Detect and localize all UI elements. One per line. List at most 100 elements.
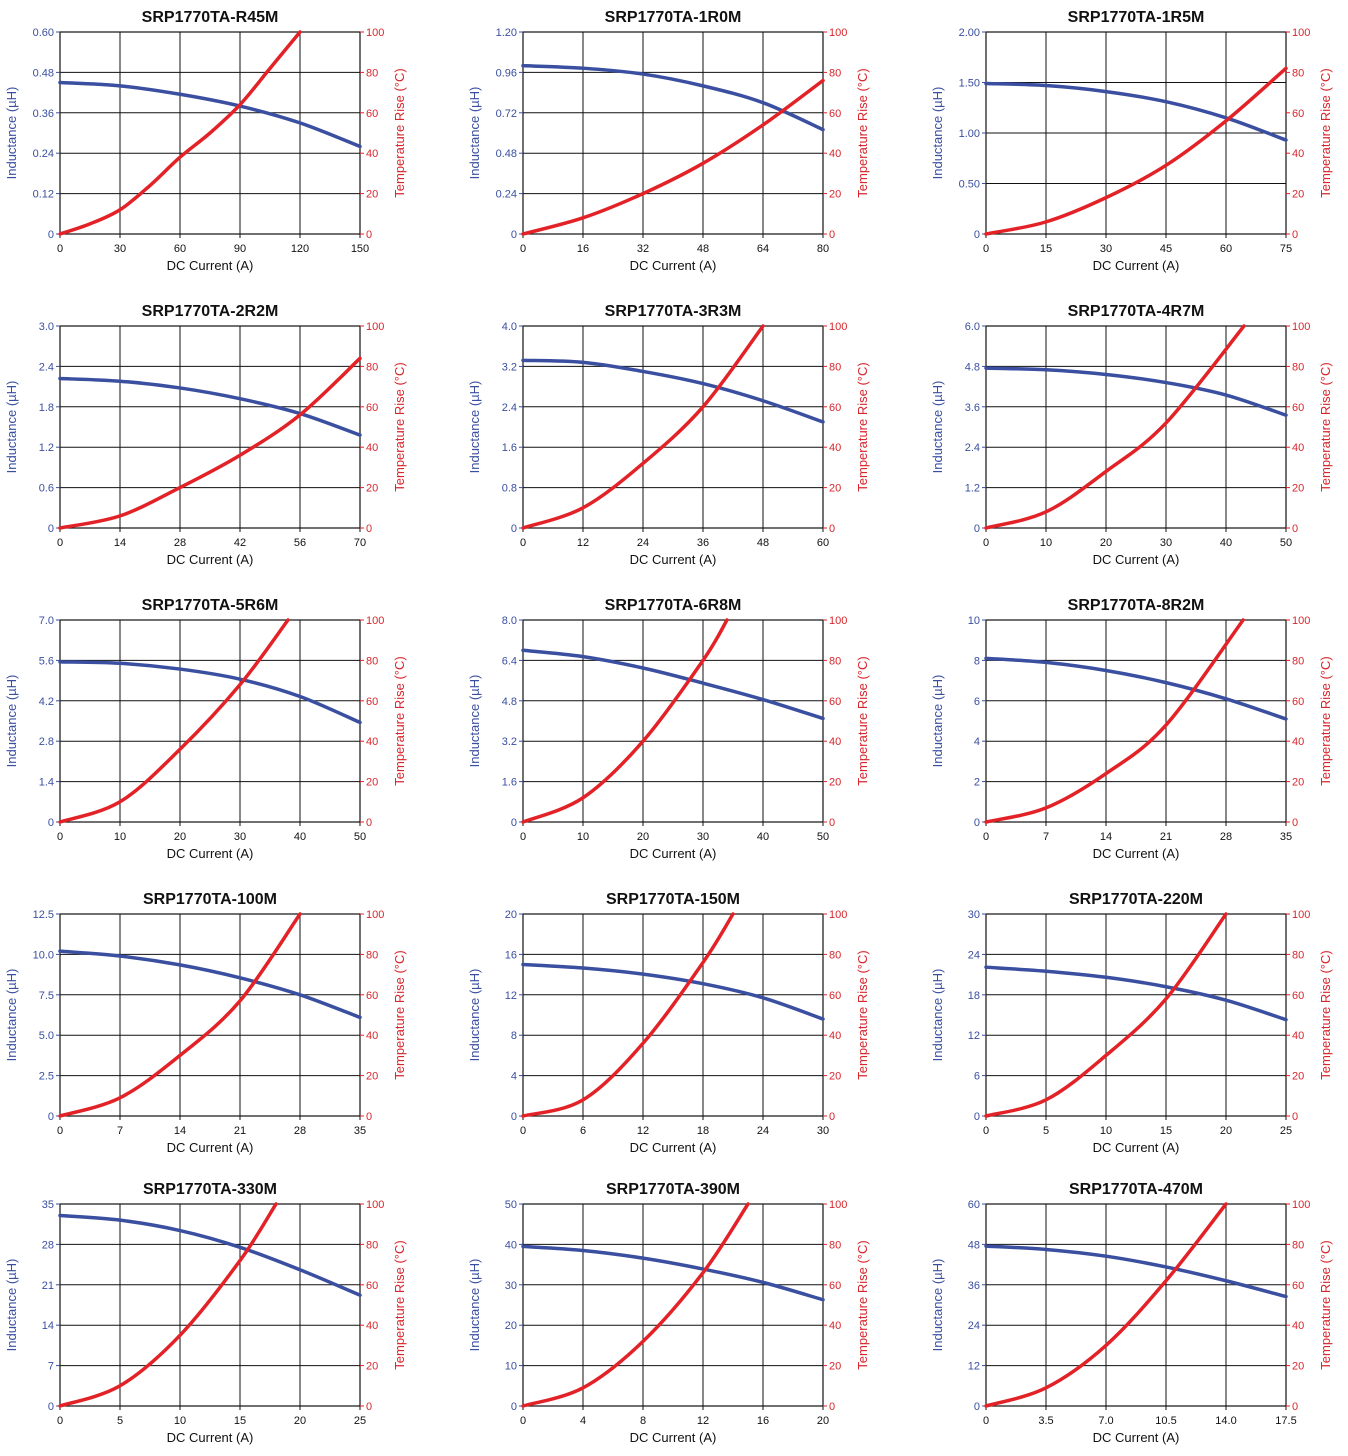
y-left-axis-label: Inductance (µH): [4, 87, 19, 180]
y-left-tick-label: 0: [511, 817, 517, 829]
plot-frame: [522, 31, 824, 235]
y-right-axis-label: Temperature Rise (°C): [1318, 656, 1333, 785]
y-left-tick-label: 0.48: [496, 148, 517, 160]
chart-title: SRP1770TA-220M: [1069, 891, 1203, 908]
y-left-tick-label: 0: [511, 523, 517, 535]
y-left-tick-label: 24: [968, 949, 980, 961]
x-tick-label: 0: [983, 1415, 989, 1427]
y-left-tick-label: 1.50: [959, 78, 980, 90]
y-right-tick-label: 60: [829, 108, 841, 120]
inductance-series-line: [984, 1244, 1288, 1299]
y-left-axis-label: Inductance (µH): [467, 1259, 482, 1352]
temperature-rise-series-line: [521, 618, 729, 824]
plot-frame: [522, 1203, 824, 1407]
y-right-tick-label: 40: [366, 1030, 378, 1042]
inductance-series-line: [521, 648, 825, 721]
y-left-tick-label: 1.20: [496, 27, 517, 39]
y-right-tick-label: 60: [829, 1280, 841, 1292]
y-right-axis-label: Temperature Rise (°C): [855, 362, 870, 491]
y-right-tick-label: 20: [1292, 483, 1304, 495]
y-left-tick-label: 8.0: [502, 615, 517, 627]
y-left-tick-label: 0: [511, 229, 517, 241]
x-tick-label: 24: [637, 537, 649, 549]
x-tick-label: 80: [817, 243, 829, 255]
x-tick-label: 14: [1100, 831, 1112, 843]
y-right-tick-label: 100: [829, 615, 847, 627]
x-tick-label: 14: [174, 1125, 186, 1137]
y-left-tick-label: 4: [511, 1071, 517, 1083]
x-tick-label: 42: [234, 537, 246, 549]
y-right-tick-label: 20: [829, 777, 841, 789]
x-tick-label: 20: [1220, 1125, 1232, 1137]
x-tick-label: 20: [1100, 537, 1112, 549]
y-right-tick-label: 0: [1292, 229, 1298, 241]
y-right-tick-label: 100: [1292, 1199, 1310, 1211]
x-tick-label: 64: [757, 243, 769, 255]
y-right-tick-label: 60: [366, 108, 378, 120]
x-tick-label: 0: [983, 537, 989, 549]
y-left-tick-label: 0.96: [496, 67, 517, 79]
inductance-series-line: [521, 962, 825, 1021]
y-right-tick-label: 60: [829, 402, 841, 414]
chart-title: SRP1770TA-3R3M: [605, 303, 742, 320]
x-tick-label: 56: [294, 537, 306, 549]
chart-title: SRP1770TA-2R2M: [142, 303, 279, 320]
y-right-tick-label: 100: [829, 1199, 847, 1211]
y-left-axis-label: Inductance (µH): [4, 969, 19, 1062]
y-right-tick-label: 40: [1292, 148, 1304, 160]
y-left-tick-label: 0: [511, 1401, 517, 1413]
x-tick-label: 50: [354, 831, 366, 843]
x-axis-label: DC Current (A): [167, 552, 254, 567]
x-tick-label: 40: [1220, 537, 1232, 549]
x-tick-label: 25: [354, 1415, 366, 1427]
x-tick-label: 30: [234, 831, 246, 843]
x-axis-label: DC Current (A): [1093, 1430, 1180, 1445]
y-right-tick-label: 0: [366, 523, 372, 535]
x-tick-label: 0: [983, 831, 989, 843]
x-tick-label: 30: [114, 243, 126, 255]
x-tick-label: 30: [1100, 243, 1112, 255]
y-right-tick-label: 0: [1292, 1401, 1298, 1413]
x-axis-label: DC Current (A): [1093, 846, 1180, 861]
y-left-tick-label: 0: [974, 1111, 980, 1123]
y-right-tick-label: 60: [1292, 696, 1304, 708]
inductance-series-line: [984, 965, 1288, 1022]
x-tick-label: 20: [637, 831, 649, 843]
y-left-tick-label: 14: [42, 1320, 54, 1332]
y-right-tick-label: 40: [829, 442, 841, 454]
x-tick-label: 18: [697, 1125, 709, 1137]
y-left-tick-label: 0.24: [33, 148, 54, 160]
y-right-tick-label: 20: [829, 483, 841, 495]
inductance-series-line: [58, 376, 362, 437]
y-left-tick-label: 10: [505, 1361, 517, 1373]
temperature-rise-series-line: [984, 66, 1288, 236]
x-tick-label: 40: [294, 831, 306, 843]
x-tick-label: 30: [697, 831, 709, 843]
y-left-tick-label: 1.2: [39, 442, 54, 454]
chart-title: SRP1770TA-8R2M: [1068, 597, 1205, 614]
x-tick-label: 75: [1280, 243, 1292, 255]
y-left-tick-label: 8: [511, 1030, 517, 1042]
y-right-tick-label: 40: [829, 1030, 841, 1042]
y-left-tick-label: 5.6: [39, 655, 54, 667]
temperature-rise-series-line: [521, 912, 735, 1118]
x-tick-label: 7: [1043, 831, 1049, 843]
plot-frame: [985, 913, 1287, 1117]
temperature-rise-series-line: [58, 356, 362, 530]
y-left-tick-label: 1.6: [502, 777, 517, 789]
chart-title: SRP1770TA-1R0M: [605, 9, 742, 26]
y-right-tick-label: 100: [1292, 27, 1310, 39]
x-tick-label: 6: [580, 1125, 586, 1137]
x-tick-label: 28: [294, 1125, 306, 1137]
temperature-rise-series-line: [984, 912, 1228, 1118]
y-left-tick-label: 12: [505, 990, 517, 1002]
y-left-tick-label: 12.5: [33, 909, 54, 921]
y-left-tick-label: 0: [48, 817, 54, 829]
y-right-axis-label: Temperature Rise (°C): [1318, 1240, 1333, 1369]
plot-frame: [59, 1203, 361, 1407]
inductance-series-line: [984, 81, 1288, 142]
chart-title: SRP1770TA-330M: [143, 1181, 277, 1198]
y-right-tick-label: 60: [829, 696, 841, 708]
